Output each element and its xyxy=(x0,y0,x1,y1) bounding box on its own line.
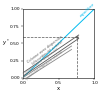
X-axis label: x: x xyxy=(57,86,60,91)
Text: Colonne avec dispersion
(potentiel transfert réduit): Colonne avec dispersion (potentiel trans… xyxy=(22,46,64,81)
Text: equilibre: equilibre xyxy=(79,2,96,18)
Text: Colonne avec dispersion
(discontinuité entrée): Colonne avec dispersion (discontinuité e… xyxy=(27,35,66,67)
Y-axis label: $y^*$: $y^*$ xyxy=(2,38,10,48)
